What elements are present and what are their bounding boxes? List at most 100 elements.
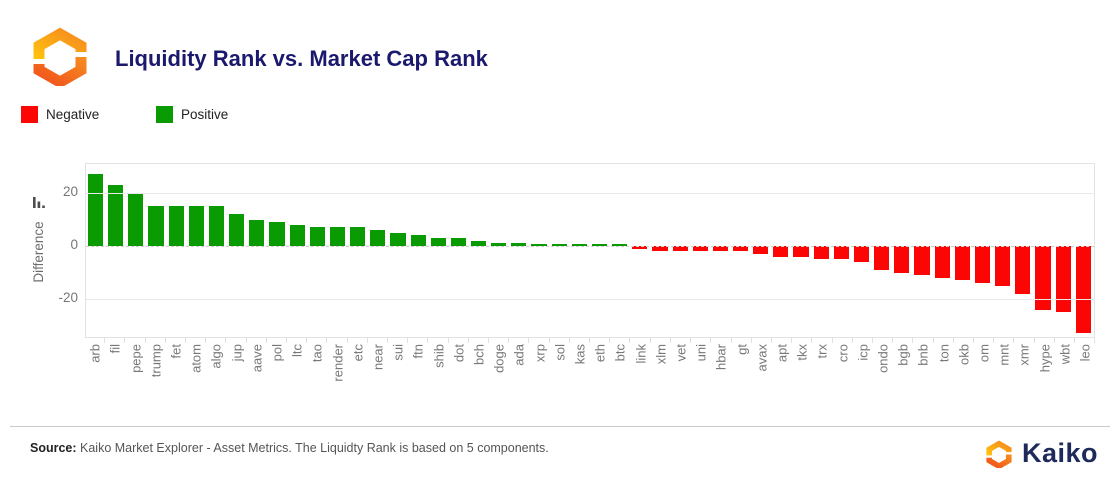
brand-name: Kaiko: [1021, 438, 1098, 468]
bar-slot: [288, 164, 308, 337]
bar-trump: [148, 206, 164, 246]
x-tick-cell: xmr: [1014, 338, 1035, 420]
x-tick-label: pol: [269, 344, 285, 362]
legend-label-negative: Negative: [46, 107, 100, 122]
bar-slot: [731, 164, 751, 337]
x-tick-cell: doge: [489, 338, 510, 420]
sorted-bars-icon: [33, 197, 45, 208]
bar-slot: [912, 164, 932, 337]
x-tick-label: sol: [552, 344, 568, 361]
bar-btc: [612, 244, 628, 246]
bar-bgb: [894, 246, 910, 273]
y-tick-label: 0: [70, 237, 78, 252]
bar-hbar: [712, 246, 728, 252]
x-tick-label: sui: [390, 344, 406, 361]
bar-icp: [853, 246, 870, 262]
bar-slot: [348, 164, 368, 337]
bar-slot: [872, 164, 892, 337]
bar-atom: [188, 206, 204, 246]
x-tick-label: xrp: [532, 344, 548, 363]
x-tick-cell: hype: [1035, 338, 1055, 420]
bar-shib: [430, 238, 446, 246]
bar-slot: [1013, 164, 1033, 337]
bar-slot: [167, 164, 187, 337]
x-tick-label: uni: [693, 344, 709, 362]
bar-xmr: [1015, 246, 1031, 294]
bar-ada: [511, 243, 527, 246]
x-tick-label: hbar: [713, 344, 729, 371]
bar-cro: [833, 246, 849, 260]
x-tick-cell: xlm: [651, 338, 672, 420]
bar-slot: [267, 164, 287, 337]
x-tick-label: algo: [208, 344, 224, 369]
bar-slot: [771, 164, 791, 337]
bar-slot: [1054, 164, 1074, 337]
bar-slot: [610, 164, 630, 337]
x-tick-label: tkx: [794, 344, 810, 361]
bar-slot: [207, 164, 227, 337]
bar-arb: [88, 174, 104, 246]
bar-slot: [933, 164, 953, 337]
x-tick-label: wbt: [1057, 344, 1073, 365]
bar-pol: [269, 222, 285, 246]
x-tick-label: doge: [491, 344, 507, 373]
x-tick-cell: fil: [105, 338, 126, 420]
bar-slot: [812, 164, 832, 337]
x-tick-cell: vet: [671, 338, 692, 420]
bar-slot: [368, 164, 388, 337]
x-tick-label: link: [633, 344, 649, 364]
x-tick-label: ada: [511, 344, 527, 366]
bar-xrp: [531, 244, 547, 246]
x-tick-label: ltc: [289, 344, 305, 357]
x-tick-cell: ada: [509, 338, 530, 420]
bar-algo: [208, 206, 225, 246]
bar-slot: [388, 164, 408, 337]
bar-slot: [711, 164, 731, 337]
bar-sui: [390, 232, 406, 246]
bar-slot: [509, 164, 529, 337]
bar-slot: [630, 164, 650, 337]
x-tick-cell: tao: [307, 338, 328, 420]
legend-item-negative: Negative: [21, 106, 99, 123]
bar-om: [974, 246, 991, 284]
x-tick-label: eth: [592, 344, 608, 363]
bar-tkx: [793, 246, 809, 257]
bar-ondo: [874, 246, 890, 270]
x-tick-cell: aave: [247, 338, 268, 420]
x-tick-cell: ltc: [287, 338, 308, 420]
gridline: [86, 192, 1094, 194]
x-tick-cell: shib: [428, 338, 449, 420]
x-tick-cell: ondo: [873, 338, 894, 420]
bar-fet: [168, 206, 184, 246]
bar-leo: [1075, 246, 1091, 334]
bar-ton: [934, 246, 950, 278]
x-tick-cell: algo: [206, 338, 227, 420]
bar-slot: [86, 164, 106, 337]
kaiko-logo-icon: [33, 27, 87, 86]
bar-slot: [409, 164, 429, 337]
bar-slot: [953, 164, 973, 337]
x-tick-cell: leo: [1075, 338, 1096, 420]
x-tick-cell: ton: [934, 338, 954, 420]
bar-slot: [187, 164, 207, 337]
x-tick-cell: trump: [146, 338, 167, 420]
x-tick-cell: okb: [954, 338, 975, 420]
bar-ltc: [289, 224, 305, 246]
bar-bnb: [914, 246, 930, 276]
x-tick-cell: trx: [812, 338, 833, 420]
x-tick-label: leo: [1077, 344, 1093, 362]
bar-slot: [691, 164, 711, 337]
bar-slot: [832, 164, 852, 337]
bar-dot: [450, 238, 466, 246]
bar-trx: [813, 246, 829, 260]
x-tick-label: hype: [1037, 344, 1053, 373]
x-tick-cell: apt: [772, 338, 793, 420]
bar-slot: [429, 164, 449, 337]
source-label: Source:: [30, 441, 77, 455]
x-tick-cell: bnb: [913, 338, 934, 420]
x-tick-cell: mnt: [994, 338, 1015, 420]
bar-slot: [126, 164, 146, 337]
x-tick-cell: avax: [752, 338, 773, 420]
bar-slot: [449, 164, 469, 337]
